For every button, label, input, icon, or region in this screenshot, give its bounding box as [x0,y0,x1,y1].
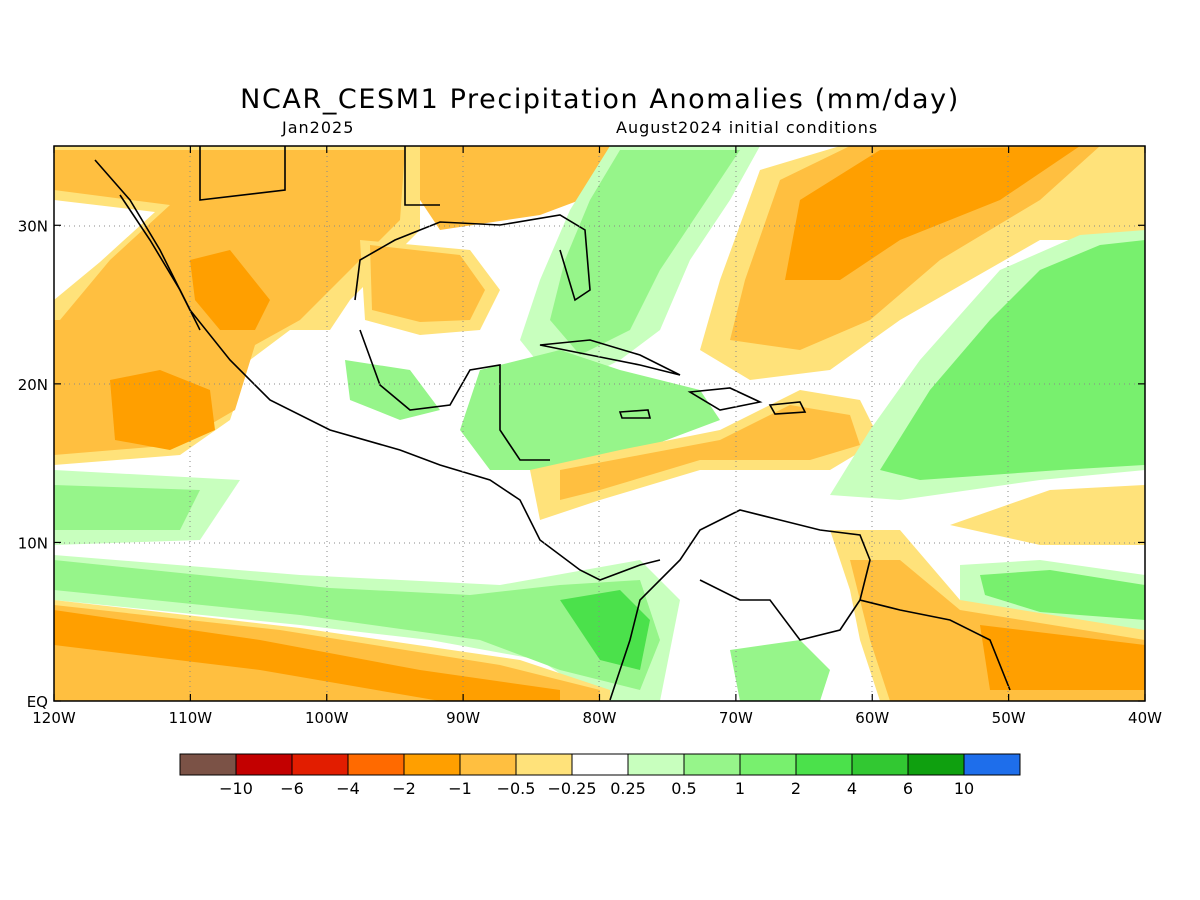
colorbar-swatch [739,753,797,776]
coastline-gulf-of-mexico [354,214,591,302]
colorbar-swatch [403,753,461,776]
anomaly-region-atlantic-wet-south-core [980,570,1145,620]
colorbar-swatch [235,753,293,776]
border-us-mexico [199,146,440,206]
coastline-jamaica [618,409,652,419]
colorbar-label: 6 [903,779,913,798]
colorbar-swatch [851,753,909,776]
colorbar-swatch [459,753,517,776]
lon-tick-label: 80W [583,709,617,727]
colorbar-label: 2 [791,779,801,798]
colorbar-swatch [179,753,237,776]
coastline-cuba [539,339,681,376]
lat-tick-label: EQ [27,693,48,711]
anomaly-region-eq-pacific-dry-inner [54,610,560,701]
anomaly-region-gulf-dry-core [370,245,485,322]
lon-tick-label: 110W [169,709,213,727]
coastlines [94,146,1011,701]
colorbar-label: 4 [847,779,857,798]
lon-tick-label: 50W [992,709,1026,727]
anomaly-region-us-dry [420,146,610,230]
anomaly-region-amazon-wet [730,640,830,701]
anomaly-field [54,146,1145,701]
anomaly-region-itcz-wet-band-core [54,560,660,690]
colorbar-label: 1 [735,779,745,798]
anomaly-region-caribbean-wet [460,350,720,470]
colorbar-label: −2 [392,779,416,798]
anomaly-region-baja-white-core [54,200,155,300]
colorbar: −10 −6 −4 −2 −1 −0.5 −0.25 0.25 0.5 1 2 4 6 10 [179,753,1021,798]
anomaly-region-atlantic-dry-south [950,485,1145,545]
colorbar-label: 0.25 [610,779,646,798]
colorbar-label: −10 [219,779,253,798]
anomaly-region-sierra-orange [190,250,270,330]
lon-tick-label: 120W [32,709,76,727]
gridlines [54,146,1145,701]
colorbar-label: 10 [954,779,974,798]
border-south-america-interior [699,579,861,641]
colorbar-label: −0.5 [497,779,536,798]
lon-tick-label: 100W [305,709,349,727]
anomaly-region-pacific-orange [110,370,215,450]
coastline-hispaniola [687,387,763,411]
anomaly-region-itcz-wet-core [54,485,200,530]
colorbar-swatch [515,753,573,776]
colorbar-label: −4 [336,779,360,798]
initial-conditions: August2024 initial conditions [616,118,879,137]
lon-tick-label: 60W [855,709,889,727]
anomaly-region-florida-wet-core [550,150,740,355]
anomaly-region-yucatan-wet [345,360,440,420]
colorbar-label: −1 [448,779,472,798]
coastline-baja [119,194,201,331]
colorbar-swatch [907,753,965,776]
chart-title: NCAR_CESM1 Precipitation Anomalies (mm/d… [240,84,960,115]
anomaly-region-atlantic-wet-core [880,240,1145,480]
colorbar-label: −0.25 [547,779,596,798]
anomaly-region-atlantic-eq-orange [980,625,1145,690]
anomaly-region-caribbean-dry-core [560,405,860,500]
colorbar-label: 0.5 [671,779,696,798]
colorbar-swatch [347,753,405,776]
lon-tick-label: 40W [1128,709,1162,727]
coastline-yucatan [359,329,550,461]
lon-tick-label: 90W [446,709,480,727]
anomaly-region-atlantic-dry-core [785,146,1080,280]
coastline-south-america [609,509,1011,701]
lat-tick-label: 10N [18,534,48,552]
colorbar-swatch [627,753,685,776]
colorbar-swatch [683,753,741,776]
colorbar-swatch [795,753,853,776]
colorbar-label: −6 [280,779,304,798]
axis-ticks: 120W 110W 100W 90W 80W 70W 60W 50W 40W EQ 10N 20N 30… [18,146,1162,727]
lat-tick-label: 30N [18,217,48,235]
lat-tick-label: 20N [18,376,48,394]
coastline-puerto-rico [768,401,807,415]
colorbar-swatch [571,753,629,776]
coastline-north-america [94,159,661,581]
lon-tick-label: 70W [719,709,753,727]
valid-month: Jan2025 [282,118,355,137]
colorbar-swatch [291,753,349,776]
colorbar-swatch [963,753,1021,776]
